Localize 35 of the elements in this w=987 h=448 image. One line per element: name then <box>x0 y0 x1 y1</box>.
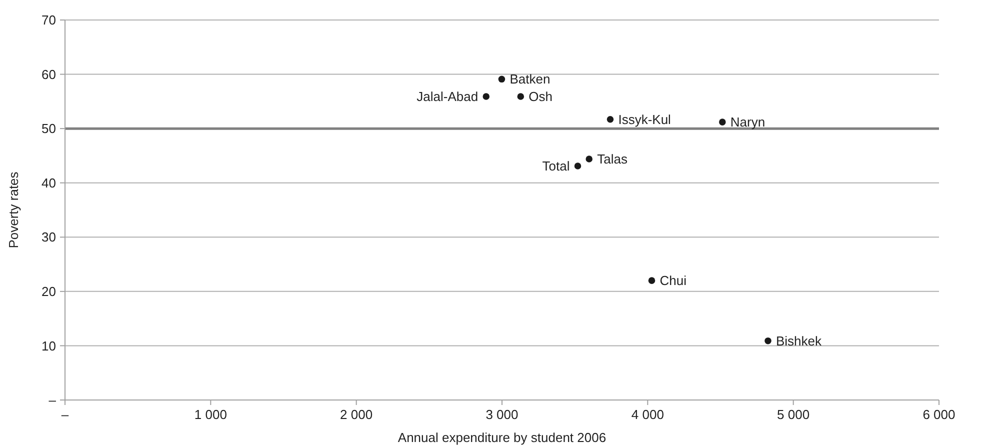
x-tick-label: 3 000 <box>486 407 518 422</box>
y-tick-label: – <box>48 392 57 408</box>
series-label: Jalal-Abad <box>416 89 478 104</box>
series-label: Bishkek <box>776 333 822 348</box>
y-tick-label: 50 <box>42 121 56 136</box>
series-label: Naryn <box>730 114 766 130</box>
y-tick-label: 40 <box>42 175 56 190</box>
series-label: Total <box>542 158 570 174</box>
series-label: Chui <box>660 273 687 288</box>
y-tick-label: 20 <box>42 284 56 299</box>
y-tick-label: 70 <box>42 12 56 28</box>
point <box>606 116 614 123</box>
point <box>574 162 582 170</box>
x-tick-label: – <box>61 407 70 422</box>
x-axis-title: Annual expenditure by student 2006 <box>398 430 606 445</box>
x-tick-label: 6 000 <box>922 407 956 422</box>
x-tick-label: 5 000 <box>777 407 810 422</box>
series-label: Osh <box>528 89 552 104</box>
point <box>498 76 506 83</box>
series-label: Issyk-Kul <box>618 112 672 127</box>
y-axis-title: Poverty rates <box>6 171 21 248</box>
point <box>482 93 490 100</box>
series-label: Batken <box>510 72 550 87</box>
series-label: Talas <box>597 152 628 167</box>
point <box>764 337 772 344</box>
point <box>719 118 726 126</box>
x-tick-label: 4 000 <box>631 407 664 422</box>
point <box>648 277 656 284</box>
y-tick-label: 10 <box>42 338 56 354</box>
y-tick-label: 30 <box>42 230 56 245</box>
x-tick-label: 1 000 <box>194 407 227 422</box>
point <box>586 156 592 162</box>
point <box>517 93 524 100</box>
x-tick-label: 2 000 <box>340 407 373 422</box>
y-tick-label: 60 <box>42 66 56 82</box>
